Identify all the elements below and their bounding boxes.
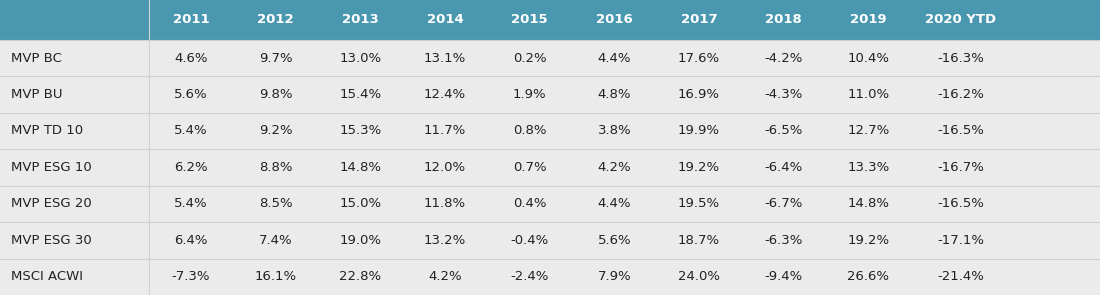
Text: -16.3%: -16.3% — [937, 52, 984, 65]
Text: 11.0%: 11.0% — [847, 88, 890, 101]
Text: 7.4%: 7.4% — [258, 234, 293, 247]
Text: 5.6%: 5.6% — [597, 234, 631, 247]
Text: -16.5%: -16.5% — [937, 197, 984, 210]
Text: MVP ESG 20: MVP ESG 20 — [11, 197, 91, 210]
Text: -16.2%: -16.2% — [937, 88, 984, 101]
Text: 8.8%: 8.8% — [258, 161, 293, 174]
Text: -16.7%: -16.7% — [937, 161, 984, 174]
Text: 0.2%: 0.2% — [513, 52, 547, 65]
Text: -9.4%: -9.4% — [764, 270, 803, 283]
Text: 0.7%: 0.7% — [513, 161, 547, 174]
Text: 16.1%: 16.1% — [254, 270, 297, 283]
Text: 22.8%: 22.8% — [339, 270, 382, 283]
Bar — [0, 0, 1100, 40]
Text: -4.2%: -4.2% — [764, 52, 803, 65]
Text: 4.8%: 4.8% — [597, 88, 631, 101]
Text: -6.3%: -6.3% — [764, 234, 803, 247]
Text: 19.5%: 19.5% — [678, 197, 721, 210]
Text: 5.4%: 5.4% — [174, 124, 208, 137]
Text: -0.4%: -0.4% — [510, 234, 549, 247]
Text: 6.4%: 6.4% — [174, 234, 208, 247]
Text: -17.1%: -17.1% — [937, 234, 984, 247]
Text: 26.6%: 26.6% — [847, 270, 890, 283]
Text: 13.1%: 13.1% — [424, 52, 466, 65]
Text: 13.3%: 13.3% — [847, 161, 890, 174]
Text: 19.2%: 19.2% — [678, 161, 721, 174]
Text: 18.7%: 18.7% — [678, 234, 721, 247]
Text: 15.4%: 15.4% — [339, 88, 382, 101]
Text: 19.9%: 19.9% — [678, 124, 721, 137]
Text: 4.2%: 4.2% — [597, 161, 631, 174]
Text: 4.6%: 4.6% — [174, 52, 208, 65]
Text: 9.8%: 9.8% — [258, 88, 293, 101]
Text: 1.9%: 1.9% — [513, 88, 547, 101]
Bar — [0, 186, 1100, 222]
Text: 12.4%: 12.4% — [424, 88, 466, 101]
Text: 14.8%: 14.8% — [847, 197, 890, 210]
Text: 2016: 2016 — [596, 13, 632, 27]
Text: 19.2%: 19.2% — [847, 234, 890, 247]
Text: 2017: 2017 — [681, 13, 717, 27]
Text: -21.4%: -21.4% — [937, 270, 984, 283]
Text: 2014: 2014 — [427, 13, 463, 27]
Text: 12.0%: 12.0% — [424, 161, 466, 174]
Text: 7.9%: 7.9% — [597, 270, 631, 283]
Text: 2013: 2013 — [342, 13, 378, 27]
Text: 16.9%: 16.9% — [678, 88, 721, 101]
Text: 2018: 2018 — [766, 13, 802, 27]
Text: MVP ESG 30: MVP ESG 30 — [11, 234, 91, 247]
Text: 17.6%: 17.6% — [678, 52, 721, 65]
Text: MVP TD 10: MVP TD 10 — [11, 124, 84, 137]
Text: 2011: 2011 — [173, 13, 209, 27]
Text: 2020 YTD: 2020 YTD — [925, 13, 997, 27]
Text: 14.8%: 14.8% — [339, 161, 382, 174]
Bar — [0, 258, 1100, 295]
Text: MVP ESG 10: MVP ESG 10 — [11, 161, 91, 174]
Text: 11.8%: 11.8% — [424, 197, 466, 210]
Bar — [0, 149, 1100, 186]
Bar — [0, 222, 1100, 258]
Text: MVP BU: MVP BU — [11, 88, 63, 101]
Text: -6.5%: -6.5% — [764, 124, 803, 137]
Text: -6.4%: -6.4% — [764, 161, 803, 174]
Text: MSCI ACWI: MSCI ACWI — [11, 270, 82, 283]
Text: 2015: 2015 — [512, 13, 548, 27]
Bar — [0, 113, 1100, 149]
Text: 15.0%: 15.0% — [339, 197, 382, 210]
Bar — [0, 40, 1100, 76]
Text: 13.0%: 13.0% — [339, 52, 382, 65]
Text: 4.2%: 4.2% — [428, 270, 462, 283]
Text: 4.4%: 4.4% — [597, 197, 631, 210]
Text: 10.4%: 10.4% — [847, 52, 890, 65]
Text: 9.7%: 9.7% — [258, 52, 293, 65]
Text: -2.4%: -2.4% — [510, 270, 549, 283]
Text: 6.2%: 6.2% — [174, 161, 208, 174]
Text: -4.3%: -4.3% — [764, 88, 803, 101]
Text: 19.0%: 19.0% — [339, 234, 382, 247]
Text: 8.5%: 8.5% — [258, 197, 293, 210]
Text: 9.2%: 9.2% — [258, 124, 293, 137]
Text: 2019: 2019 — [850, 13, 887, 27]
Text: 24.0%: 24.0% — [678, 270, 721, 283]
Text: -7.3%: -7.3% — [172, 270, 210, 283]
Text: 5.6%: 5.6% — [174, 88, 208, 101]
Text: 11.7%: 11.7% — [424, 124, 466, 137]
Bar — [0, 76, 1100, 113]
Text: 3.8%: 3.8% — [597, 124, 631, 137]
Text: MVP BC: MVP BC — [11, 52, 62, 65]
Text: 12.7%: 12.7% — [847, 124, 890, 137]
Text: 13.2%: 13.2% — [424, 234, 466, 247]
Text: 15.3%: 15.3% — [339, 124, 382, 137]
Text: 4.4%: 4.4% — [597, 52, 631, 65]
Text: 0.8%: 0.8% — [513, 124, 547, 137]
Text: 0.4%: 0.4% — [513, 197, 547, 210]
Text: -6.7%: -6.7% — [764, 197, 803, 210]
Text: 5.4%: 5.4% — [174, 197, 208, 210]
Text: 2012: 2012 — [257, 13, 294, 27]
Text: -16.5%: -16.5% — [937, 124, 984, 137]
